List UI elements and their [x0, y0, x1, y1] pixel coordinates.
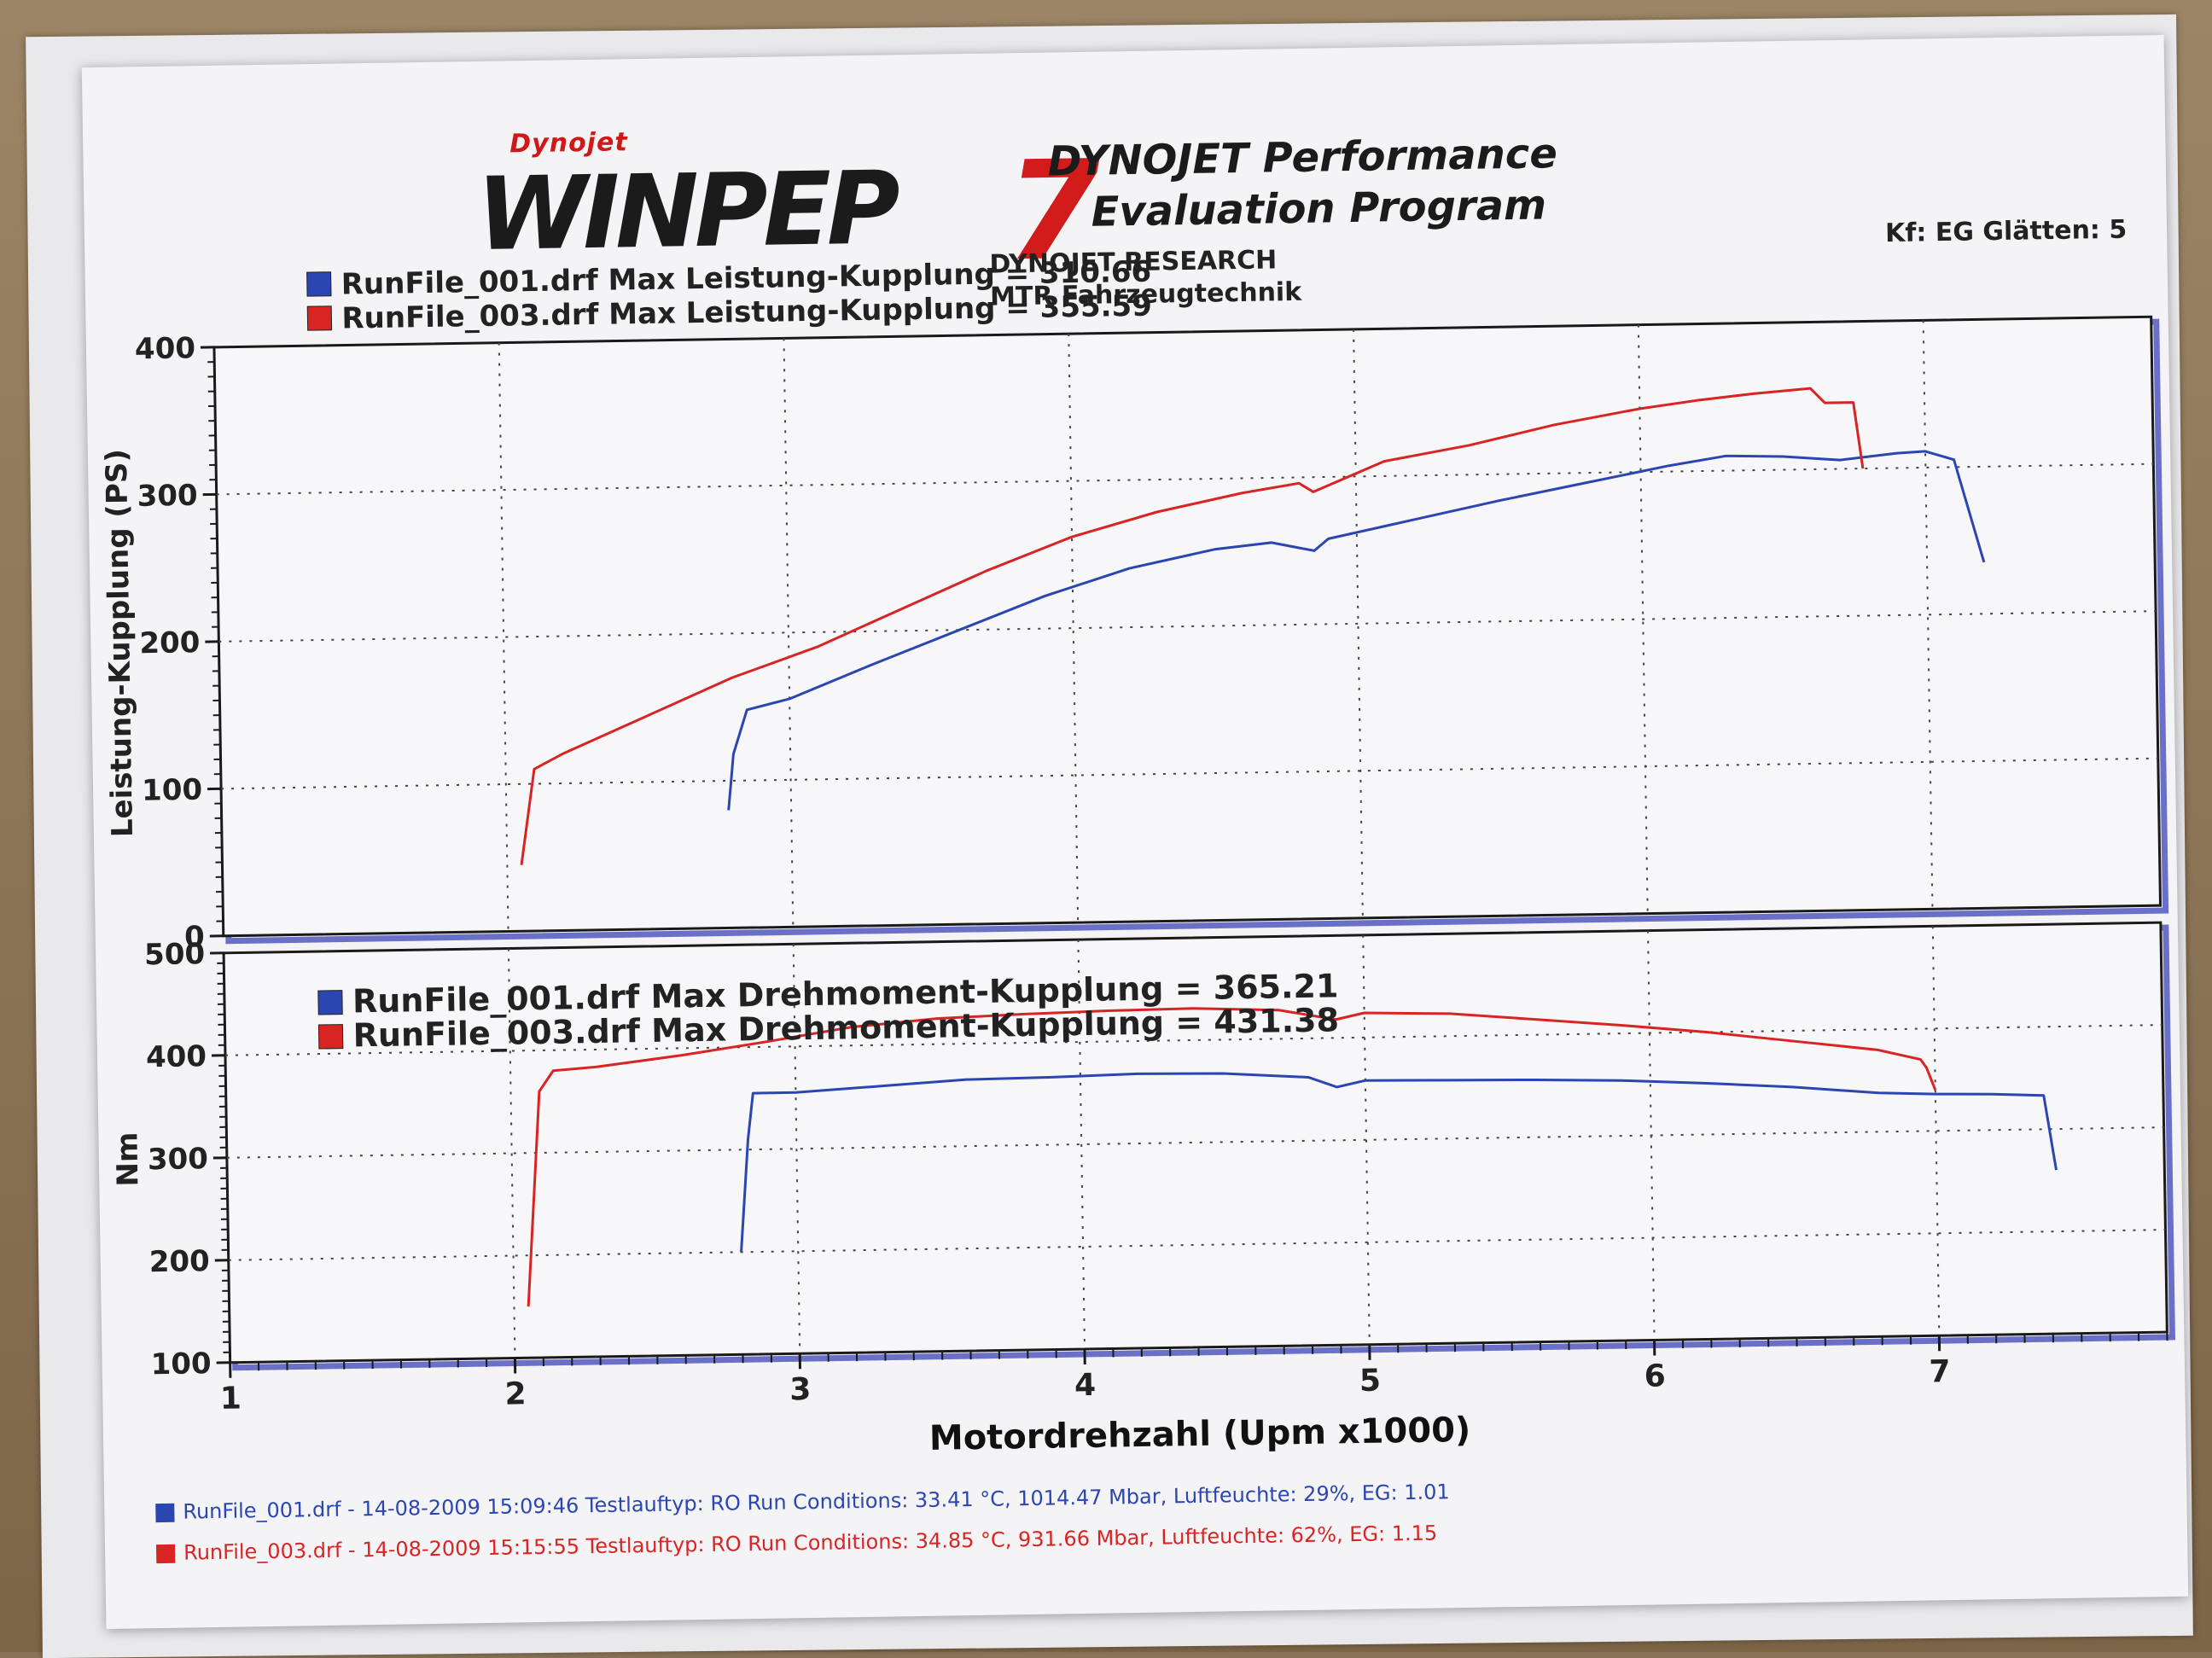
- torque-xtick-label: 6: [1644, 1358, 1666, 1393]
- torque-y-axis-label: Nm: [110, 1132, 145, 1187]
- footer-run3-swatch: [156, 1545, 175, 1563]
- torque-xtick-label: 5: [1359, 1364, 1382, 1399]
- torque-xtick-label: 7: [1929, 1354, 1951, 1389]
- torque-ytick-label: 500: [144, 937, 206, 972]
- torque-ytick-label: 300: [148, 1142, 209, 1177]
- footer-run1-swatch: [155, 1504, 174, 1522]
- torque-xtick-label: 3: [789, 1372, 812, 1407]
- torque-xtick-label: 4: [1074, 1368, 1097, 1403]
- torque-xtick-label: 1: [219, 1382, 242, 1417]
- torque-x-axis-label: Motordrehzahl (Upm x1000): [929, 1411, 1471, 1458]
- torque-ytick-label: 400: [146, 1039, 207, 1074]
- torque-chart: 100 200 300 400 500 Nm 1 2 3 4 5 6 7 Motordrehzahl (U…: [82, 35, 2188, 1629]
- torque-legend-swatch: [318, 991, 342, 1015]
- torque-ytick-label: 100: [150, 1347, 212, 1382]
- dyno-printout: Dynojet WINPEP 7 DYNOJET Performance Eva…: [82, 35, 2188, 1629]
- torque-xtick-label: 2: [504, 1376, 527, 1411]
- torque-legend-swatch: [318, 1025, 342, 1049]
- torque-ytick-label: 200: [148, 1244, 210, 1279]
